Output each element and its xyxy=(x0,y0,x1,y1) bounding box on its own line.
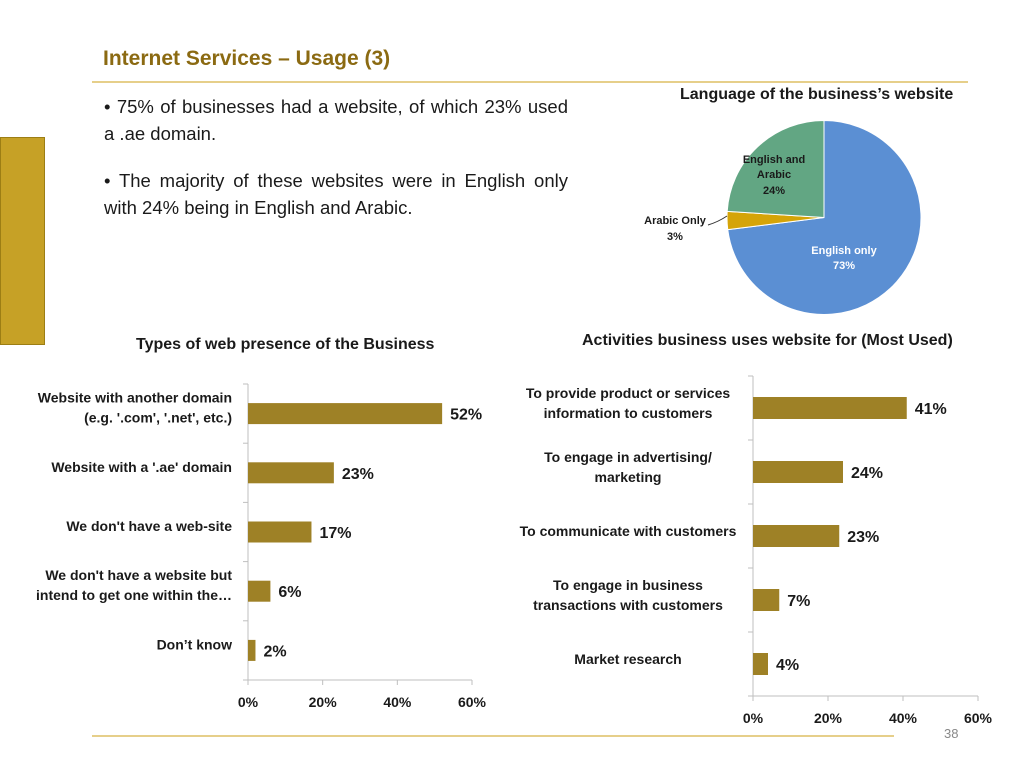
bar-chart-web-presence: 0% 20% 40% 60% 52% Website with another domai… xyxy=(36,383,487,710)
activities-bar xyxy=(753,461,843,483)
web-presence-value-label: 6% xyxy=(278,584,301,601)
web-presence-category-label: Website with a '.ae' domain xyxy=(51,459,232,475)
activities-category-label: To engage in business xyxy=(553,577,703,593)
bullet-text: 75% of businesses had a website, of whic… xyxy=(104,96,568,144)
web-presence-bar xyxy=(248,521,312,543)
web-presence-category-label: We don't have a web-site xyxy=(66,518,232,534)
pie-value-english-and-arabic: 24% xyxy=(763,185,785,197)
bullet-text: The majority of these websites were in E… xyxy=(104,170,568,218)
activities-category-label: transactions with customers xyxy=(533,597,723,613)
web-presence-category-label: We don't have a website but xyxy=(45,567,232,583)
activities-x-tick-label: 20% xyxy=(814,710,843,726)
bar-chart-2-title: Activities business uses website for (Mo… xyxy=(582,332,953,349)
activities-value-label: 24% xyxy=(851,465,883,482)
activities-bar xyxy=(753,653,768,675)
bar-chart-1-title: Types of web presence of the Business xyxy=(136,336,435,353)
web-presence-x-tick-label: 60% xyxy=(458,694,487,710)
activities-x-tick-label: 60% xyxy=(964,710,993,726)
activities-x-tick-label: 40% xyxy=(889,710,918,726)
activities-value-label: 7% xyxy=(787,593,810,610)
web-presence-bar xyxy=(248,639,256,661)
activities-category-label: marketing xyxy=(595,469,662,485)
page-title: Internet Services – Usage (3) xyxy=(103,47,391,70)
pie-leader-line xyxy=(707,215,728,226)
activities-bar xyxy=(753,397,907,419)
footer-divider xyxy=(92,735,894,737)
web-presence-value-label: 2% xyxy=(263,643,286,660)
page-number: 38 xyxy=(944,726,959,741)
web-presence-category-label: Website with another domain xyxy=(38,390,232,406)
web-presence-category-label: intend to get one within the… xyxy=(36,587,232,603)
web-presence-value-label: 17% xyxy=(319,525,351,542)
activities-category-label: information to customers xyxy=(544,405,713,421)
pie-label-arabic-only: Arabic Only xyxy=(644,215,707,227)
web-presence-value-label: 23% xyxy=(342,466,374,483)
activities-x-tick-label: 0% xyxy=(743,710,764,726)
web-presence-value-label: 52% xyxy=(450,407,482,424)
activities-value-label: 23% xyxy=(847,529,879,546)
activities-category-label: To provide product or services xyxy=(526,385,731,401)
bullet-website-share: • 75% of businesses had a website, of wh… xyxy=(104,96,568,144)
activities-category-label: Market research xyxy=(574,651,681,667)
pie-chart: English only 73% Arabic Only 3% English and A… xyxy=(644,119,922,315)
pie-value-english-only: 73% xyxy=(833,260,855,272)
web-presence-category-label: (e.g. '.com', '.net', etc.) xyxy=(84,410,232,426)
pie-slice-english-and-arabic xyxy=(726,119,825,219)
activities-value-label: 41% xyxy=(915,401,947,418)
web-presence-category-label: Don’t know xyxy=(157,636,233,652)
activities-category-label: To communicate with customers xyxy=(520,523,737,539)
activities-category-label: To engage in advertising/ xyxy=(544,449,712,465)
pie-label-english-and-arabic: English and xyxy=(743,154,805,166)
activities-value-label: 4% xyxy=(776,657,799,674)
bullet-language-share: • The majority of these websites were in… xyxy=(104,170,568,218)
title-divider xyxy=(92,81,968,83)
activities-bar xyxy=(753,589,780,611)
accent-side-bar xyxy=(0,137,45,345)
activities-bar xyxy=(753,525,840,547)
pie-chart-title: Language of the business’s website xyxy=(680,86,954,103)
pie-label-english-and-arabic: Arabic xyxy=(757,169,791,181)
web-presence-bar xyxy=(248,403,443,425)
web-presence-x-tick-label: 20% xyxy=(309,694,338,710)
web-presence-bar xyxy=(248,580,271,602)
pie-label-english-only: English only xyxy=(811,245,877,257)
web-presence-x-tick-label: 40% xyxy=(383,694,412,710)
web-presence-bar xyxy=(248,462,334,484)
pie-value-arabic-only: 3% xyxy=(667,231,683,243)
web-presence-x-tick-label: 0% xyxy=(238,694,259,710)
bar-chart-website-activities: 0% 20% 40% 60% 41% To provide product or serv… xyxy=(520,375,993,726)
